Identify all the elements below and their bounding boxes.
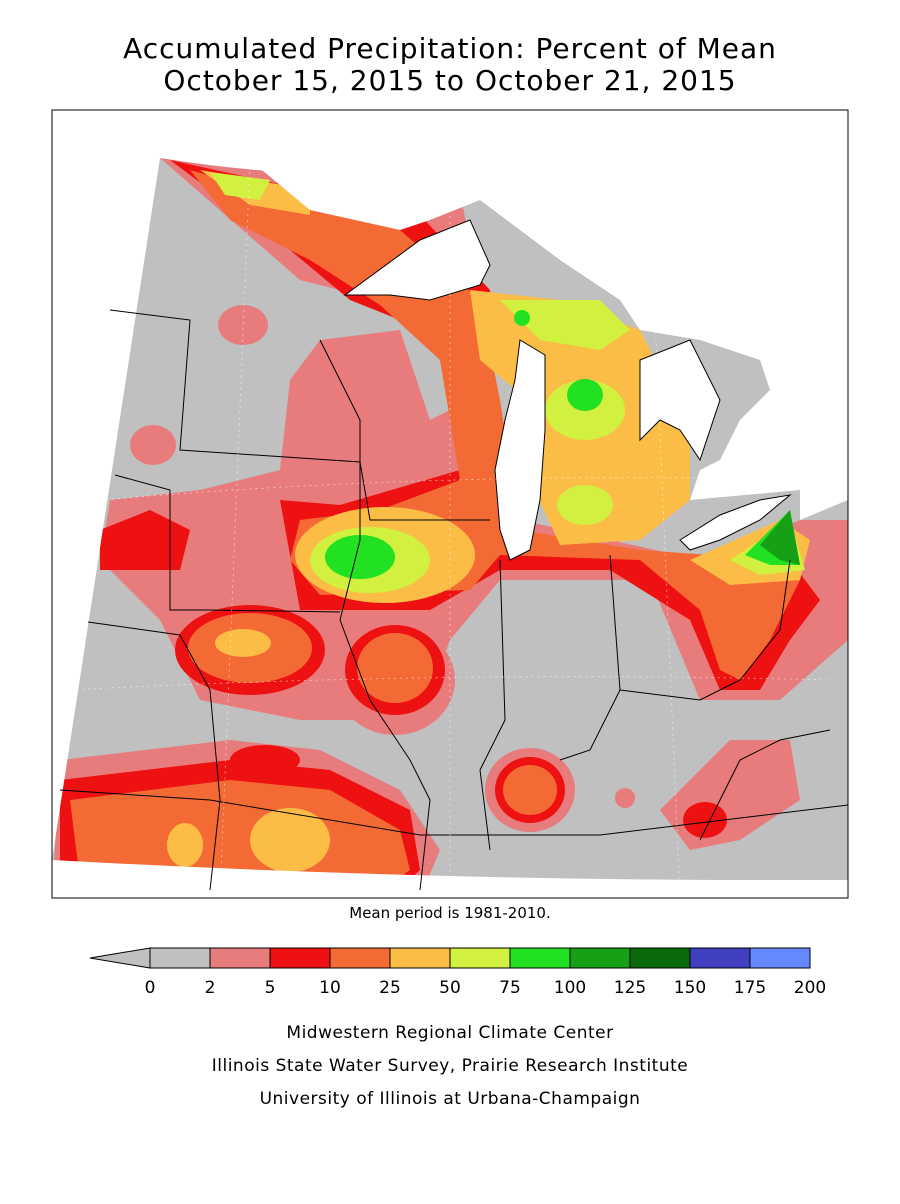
legend-tick-label: 125 [614,978,646,998]
legend-swatch [749,947,811,969]
legend-tick-label: 100 [554,978,586,998]
legend-swatch [629,947,691,969]
zone-100-125 [760,510,800,565]
legend-swatch [209,947,271,969]
lake-erie [679,494,792,551]
credit: University of Illinois at Urbana-Champai… [260,1089,641,1109]
legend-tick-label: 75 [499,978,521,998]
legend-swatch [509,947,571,969]
legend-tick-label: 25 [379,978,401,998]
legend: 0 2 5 10 25 50 75 100 125 150 175 200 [89,947,826,998]
legend-tick-label: 175 [734,978,766,998]
legend-tick-label: 200 [794,978,826,998]
lake-michigan [494,339,546,561]
state-borders [59,309,849,891]
legend-tick-label: 50 [439,978,461,998]
outside [52,110,848,520]
note: Mean period is 1981-2010. [349,904,550,922]
outside [52,110,160,760]
legend-swatch [329,947,391,969]
legend-swatch [389,947,451,969]
map [51,109,849,899]
credit: Illinois State Water Survey, Prairie Res… [212,1056,688,1076]
legend-swatch [689,947,751,969]
lake-huron [639,339,721,462]
legend-swatch [269,947,331,969]
legend-tick-label: 150 [674,978,706,998]
title-line: October 15, 2015 to October 21, 2015 [163,64,736,97]
title-line: Accumulated Precipitation: Percent of Me… [123,32,777,65]
legend-arrow [89,947,151,969]
legend-tick-label: 2 [205,978,216,998]
legend-swatch [449,947,511,969]
legend-tick-label: 10 [319,978,341,998]
lake-superior [343,219,491,301]
legend-swatch [149,947,211,969]
credit: Midwestern Regional Climate Center [286,1023,613,1043]
legend-swatch [569,947,631,969]
legend-tick-label: 0 [145,978,156,998]
legend-tick-label: 5 [265,978,276,998]
outside [52,860,848,898]
graticule [69,159,831,899]
map-frame [51,109,849,899]
